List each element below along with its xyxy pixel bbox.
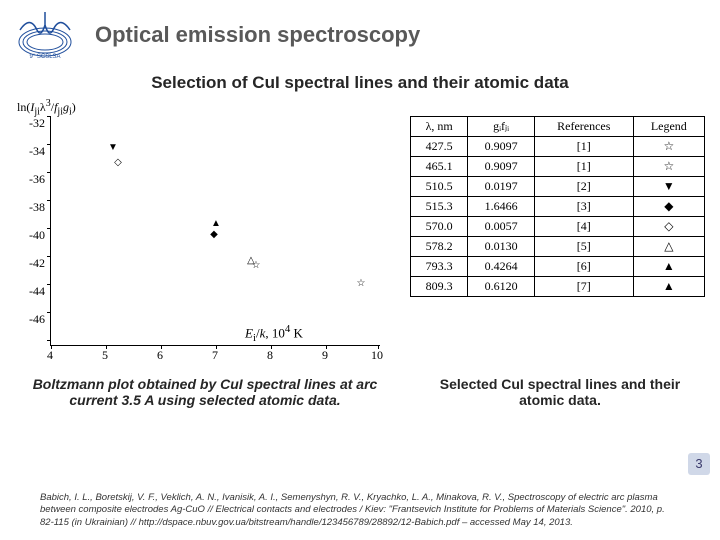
table-header-cell: References — [534, 117, 633, 137]
table-cell: 0.0130 — [468, 237, 535, 257]
table-cell: 0.6120 — [468, 277, 535, 297]
y-tick-label: -34 — [20, 144, 45, 159]
y-tick-label: -38 — [20, 200, 45, 215]
table-cell: [3] — [534, 197, 633, 217]
table-row: 465.10.9097[1]☆ — [411, 157, 705, 177]
svg-text:9° SCSLSA: 9° SCSLSA — [29, 54, 60, 60]
x-axis-label: Ei/k, 104 K — [245, 323, 303, 344]
page-number: 3 — [688, 453, 710, 475]
table-cell: 570.0 — [411, 217, 468, 237]
table-row: 515.31.6466[3]◆ — [411, 197, 705, 217]
page-title: Optical emission spectroscopy — [95, 22, 420, 48]
table-cell: [7] — [534, 277, 633, 297]
data-point: ◆ — [210, 230, 218, 240]
table-row: 570.00.0057[4]◇ — [411, 217, 705, 237]
table-cell: ▲ — [633, 277, 704, 297]
table-cell: 809.3 — [411, 277, 468, 297]
table-header-cell: gᵢfⱼᵢ — [468, 117, 535, 137]
table-cell: 793.3 — [411, 257, 468, 277]
data-point: ◇ — [114, 158, 122, 168]
table-header-row: λ, nmgᵢfⱼᵢReferencesLegend — [411, 117, 705, 137]
y-tick-label: -46 — [20, 312, 45, 327]
table-cell: [1] — [534, 157, 633, 177]
content-row: ln(Ijiλ3/fjigi) ▼◇▲◆△☆☆ -32-34-36-38-40-… — [0, 98, 720, 368]
table-cell: 1.6466 — [468, 197, 535, 217]
spectral-table: λ, nmgᵢfⱼᵢReferencesLegend 427.50.9097[1… — [410, 116, 705, 297]
table-cell: 0.9097 — [468, 137, 535, 157]
x-tick-label: 8 — [260, 348, 280, 363]
logo: 9° SCSLSA — [15, 10, 75, 60]
data-point: ▼ — [108, 143, 118, 153]
table-cell: 0.9097 — [468, 157, 535, 177]
y-tick-label: -36 — [20, 172, 45, 187]
chart-caption: Boltzmann plot obtained by CuI spectral … — [20, 376, 390, 408]
table-row: 809.30.6120[7]▲ — [411, 277, 705, 297]
data-point: ☆ — [252, 261, 261, 271]
table-header-cell: λ, nm — [411, 117, 468, 137]
table-cell: [6] — [534, 257, 633, 277]
table-cell: 0.0197 — [468, 177, 535, 197]
table-cell: ◇ — [633, 217, 704, 237]
y-tick-label: -32 — [20, 116, 45, 131]
table-cell: 0.0057 — [468, 217, 535, 237]
table-cell: ▲ — [633, 257, 704, 277]
table-row: 510.50.0197[2]▼ — [411, 177, 705, 197]
captions-row: Boltzmann plot obtained by CuI spectral … — [0, 368, 720, 408]
table-cell: ☆ — [633, 157, 704, 177]
x-tick-label: 6 — [150, 348, 170, 363]
y-axis-label: ln(Ijiλ3/fjigi) — [17, 98, 76, 117]
table-cell: ☆ — [633, 137, 704, 157]
y-tick-label: -42 — [20, 256, 45, 271]
table-header-cell: Legend — [633, 117, 704, 137]
x-tick-label: 4 — [40, 348, 60, 363]
table-cell: △ — [633, 237, 704, 257]
spectral-table-area: λ, nmgᵢfⱼᵢReferencesLegend 427.50.9097[1… — [410, 116, 705, 368]
x-tick-label: 9 — [315, 348, 335, 363]
table-cell: 465.1 — [411, 157, 468, 177]
table-cell: [1] — [534, 137, 633, 157]
header: 9° SCSLSA Optical emission spectroscopy — [0, 0, 720, 65]
subtitle: Selection of CuI spectral lines and thei… — [0, 73, 720, 93]
table-cell: [5] — [534, 237, 633, 257]
table-row: 427.50.9097[1]☆ — [411, 137, 705, 157]
reference-text: Babich, I. L., Boretskij, V. F., Veklich… — [40, 492, 680, 530]
table-cell: ▼ — [633, 177, 704, 197]
table-cell: 0.4264 — [468, 257, 535, 277]
x-tick-label: 7 — [205, 348, 225, 363]
table-cell: 510.5 — [411, 177, 468, 197]
table-body: 427.50.9097[1]☆465.10.9097[1]☆510.50.019… — [411, 137, 705, 297]
boltzmann-chart: ln(Ijiλ3/fjigi) ▼◇▲◆△☆☆ -32-34-36-38-40-… — [15, 98, 400, 368]
x-tick-label: 10 — [367, 348, 387, 363]
table-cell: 515.3 — [411, 197, 468, 217]
table-row: 578.20.0130[5]△ — [411, 237, 705, 257]
data-point: ▲ — [211, 219, 221, 229]
table-cell: [2] — [534, 177, 633, 197]
x-tick-label: 5 — [95, 348, 115, 363]
table-caption: Selected CuI spectral lines and their at… — [430, 376, 690, 408]
y-tick-label: -40 — [20, 228, 45, 243]
y-tick-label: -44 — [20, 284, 45, 299]
table-row: 793.30.4264[6]▲ — [411, 257, 705, 277]
table-cell: 427.5 — [411, 137, 468, 157]
table-cell: [4] — [534, 217, 633, 237]
plot-box: ▼◇▲◆△☆☆ — [50, 116, 380, 346]
table-cell: ◆ — [633, 197, 704, 217]
data-point: ☆ — [357, 279, 366, 289]
table-cell: 578.2 — [411, 237, 468, 257]
